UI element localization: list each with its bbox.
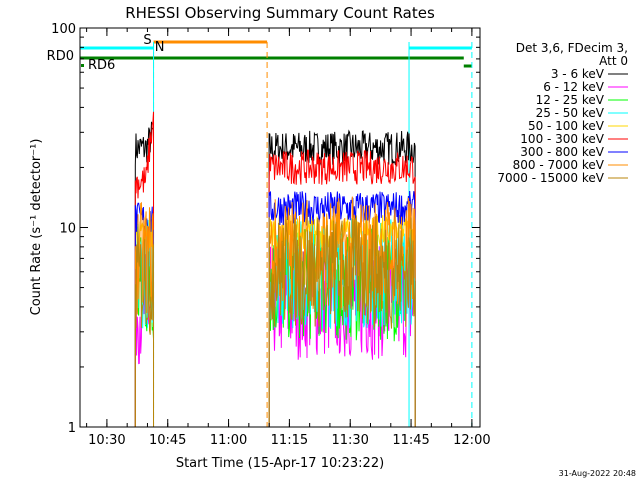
legend-header-line-2: Att 0 (599, 54, 628, 68)
chart-title: RHESSI Observing Summary Count Rates (125, 4, 435, 22)
series-line-7000-15000keV-0 (134, 223, 154, 427)
y-tick-label: 1 (68, 421, 76, 436)
legend-label: 25 - 50 keV (536, 106, 605, 120)
legend-label: 12 - 25 keV (536, 93, 605, 107)
legend-label: 6 - 12 keV (543, 80, 605, 94)
data-series (134, 111, 416, 427)
axes: 10:30 10:45 11:00 11:15 11:30 11:45 12:00 1 10 10… (51, 22, 490, 448)
flag-label-s: S (143, 33, 151, 48)
y-tick-label: 10 (59, 222, 76, 237)
generation-timestamp: 31-Aug-2022 20:48 (559, 469, 636, 478)
x-axis-label: Start Time (15-Apr-17 10:23:22) (176, 456, 384, 471)
y-axis-label: Count Rate (s⁻¹ detector⁻¹) (29, 139, 44, 316)
legend-label: 800 - 7000 keV (513, 158, 605, 172)
legend-label: 50 - 100 keV (528, 119, 605, 133)
flag-label-rd0: RD0 (47, 49, 74, 64)
series-line-300-800keV-1 (268, 190, 416, 427)
x-tick-label: 11:30 (331, 433, 368, 448)
legend-label: 300 - 800 keV (520, 145, 604, 159)
series-line-3-6keV-1 (268, 129, 416, 427)
series-line-7000-15000keV-1 (268, 215, 416, 427)
flag-bars: S N RD0 RD6 (47, 33, 472, 73)
legend-label: 7000 - 15000 keV (497, 171, 604, 185)
rd6-marker (81, 64, 84, 67)
x-tick-label: 11:45 (392, 433, 429, 448)
legend-label: 100 - 300 keV (520, 132, 604, 146)
flag-label-rd6: RD6 (88, 58, 115, 73)
legend-header-line-1: Det 3,6, FDecim 3, (516, 41, 628, 55)
series-line-100-300keV-1 (268, 149, 416, 427)
x-tick-label: 10:30 (88, 433, 125, 448)
x-tick-label: 10:45 (149, 433, 186, 448)
x-tick-label: 12:00 (453, 433, 490, 448)
flag-label-n: N (155, 40, 165, 55)
series-line-3-6keV-0 (134, 121, 154, 427)
x-tick-label: 11:15 (271, 433, 308, 448)
series-line-100-300keV-0 (134, 111, 154, 427)
x-tick-label: 11:00 (210, 433, 247, 448)
legend-label: 3 - 6 keV (551, 67, 605, 81)
y-tick-label: 100 (51, 22, 76, 37)
